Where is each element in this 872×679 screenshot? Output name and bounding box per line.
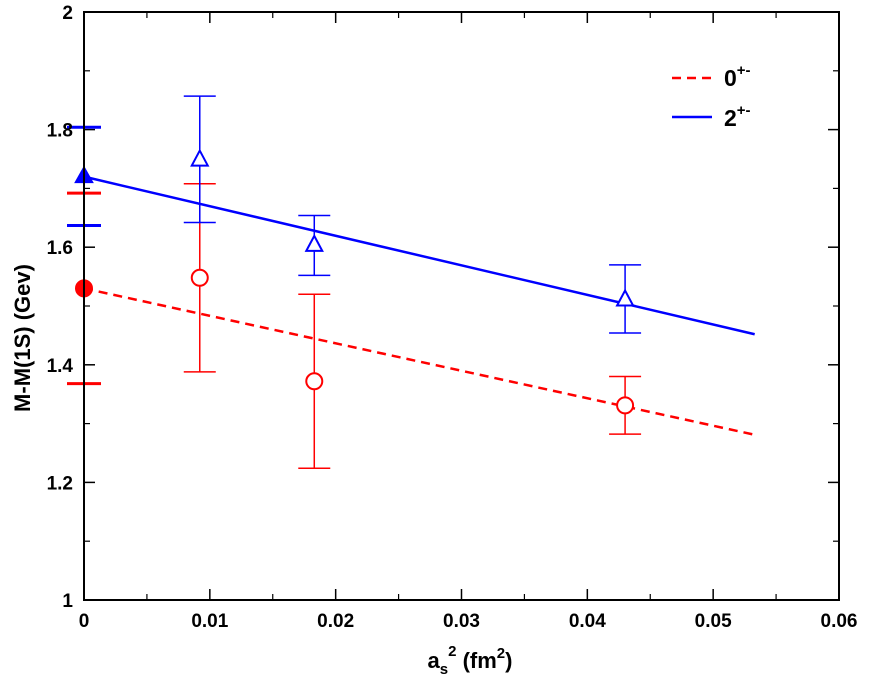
x-axis-title-unit-close: ) [505,648,512,673]
x-tick-label: 0.03 [443,611,480,632]
fit-line-0 [83,287,755,436]
x-axis-title-sub: s [440,661,448,678]
plot-frame [83,11,840,601]
x-tick-label: 0.06 [821,611,858,632]
data-point [190,148,210,167]
x-axis-title-unit: (fm [456,648,496,673]
x-tick-label: 0.02 [317,611,354,632]
y-tick-label: 1.2 [47,473,73,494]
data-point [190,268,209,287]
legend: 0+- 2+- [672,62,751,131]
y-tick-label: 1.4 [47,356,74,377]
x-axis-title-main: a [428,648,441,673]
legend-label-1: 2+- [724,102,751,131]
legend-label-0: 0+- [724,62,751,91]
axis-ticks [83,11,840,601]
data-point [304,233,324,252]
series-0 [67,182,755,470]
y-tick-labels: 1 1.2 1.4 1.6 1.8 2 [47,3,74,612]
x-tick-label: 0 [79,611,90,632]
fit-line-1 [83,175,755,336]
x-axis-title: as2 (fm2) [428,643,513,678]
series-1 [67,95,755,336]
x-axis-title-sup: 2 [448,643,456,660]
data-point [616,396,635,415]
y-axis-title: M-M(1S) (Gev) [10,264,35,412]
x-tick-label: 0.01 [191,611,228,632]
y-tick-label: 1.8 [47,121,73,142]
y-tick-label: 2 [62,3,73,24]
y-tick-label: 1.6 [47,238,73,259]
plot-series [67,95,755,470]
data-point [615,288,635,307]
x-tick-label: 0.04 [569,611,606,632]
x-axis-title-unit-sup: 2 [497,645,505,662]
x-tick-label: 0.05 [695,611,732,632]
y-tick-label: 1 [62,591,73,612]
x-tick-labels: 0 0.01 0.02 0.03 0.04 0.05 0.06 [79,611,858,632]
data-point [305,372,324,391]
